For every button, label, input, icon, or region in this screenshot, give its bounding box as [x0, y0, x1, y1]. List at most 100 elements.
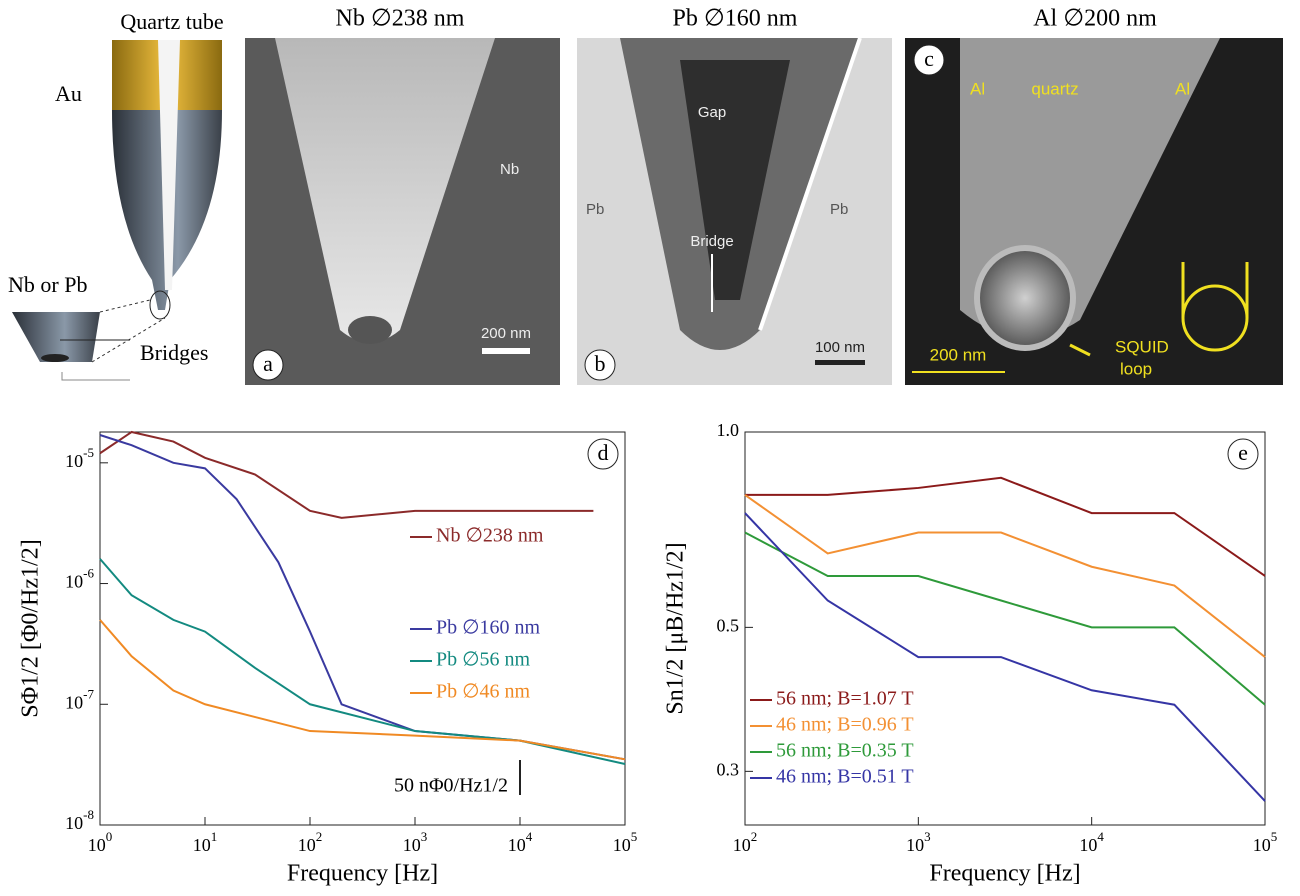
legend-label: 56 nm; B=0.35 T — [776, 740, 914, 762]
panel-letter: e — [1238, 440, 1248, 465]
tick-base: 1.0 — [717, 420, 740, 440]
tick-power: 5 — [631, 829, 638, 844]
label: Pb — [830, 201, 848, 218]
annotation: 50 nΦ0/Hz1/2 — [394, 775, 508, 797]
label: SQUID — [1115, 337, 1169, 356]
tick-base: 10 — [88, 835, 106, 855]
scale-label: 200 nm — [930, 345, 987, 364]
x-tick-label: 101 — [193, 829, 218, 855]
label: Al — [1175, 79, 1190, 98]
series-line — [745, 476, 1266, 577]
panel-c: Al ∅200 nm Al quartz Al SQUID loop 200 n… — [905, 6, 1283, 385]
series-line — [99, 558, 626, 765]
series-line — [744, 494, 1266, 658]
y-tick-label: 10-5 — [65, 445, 94, 471]
label: Bridge — [690, 233, 733, 250]
tick-base: 10 — [1253, 835, 1271, 855]
tick-power: 4 — [1097, 829, 1104, 844]
tick-power: 0 — [106, 829, 113, 844]
label: Bridges — [140, 340, 208, 365]
label: Nb or Pb — [8, 272, 87, 297]
tick-base: 10 — [298, 835, 316, 855]
label: Gap — [698, 104, 726, 121]
tick-power: 5 — [1271, 829, 1278, 844]
legend-label: 46 nm; B=0.51 T — [776, 766, 914, 788]
tick-base: 10 — [403, 835, 421, 855]
y-tick-label: 1.0 — [717, 420, 740, 440]
label: Pb — [586, 201, 604, 218]
tick-base: 10 — [65, 692, 83, 712]
x-tick-label: 100 — [88, 829, 113, 855]
label: Au — [55, 81, 82, 106]
series-line — [99, 619, 626, 761]
legend-label: Pb ∅46 nm — [436, 681, 531, 703]
series-line — [744, 531, 1266, 706]
panel-badge — [587, 438, 619, 470]
x-tick-label: 103 — [906, 829, 931, 855]
tick-base: 10 — [508, 835, 526, 855]
tick-base: 10 — [906, 835, 924, 855]
tick-power: 2 — [751, 829, 758, 844]
tick-base: 10 — [733, 835, 751, 855]
label: Nb — [500, 161, 519, 178]
y-tick-label: 10-6 — [65, 566, 94, 592]
panel-badge — [1227, 438, 1259, 470]
tick-power: -5 — [83, 445, 94, 460]
series-line — [744, 512, 1266, 802]
label: Al — [970, 79, 985, 98]
y-axis-label: Sn1/2 [μB/Hz1/2] — [663, 542, 689, 714]
legend-label: Pb ∅160 nm — [436, 617, 541, 639]
x-axis-label: Frequency [Hz] — [287, 861, 438, 887]
panel-letter: c — [924, 46, 934, 71]
x-tick-label: 102 — [733, 829, 758, 855]
tick-base: 10 — [65, 813, 83, 833]
x-tick-label: 103 — [403, 829, 428, 855]
tick-base: 10 — [1079, 835, 1097, 855]
panel-letter: d — [598, 440, 609, 465]
tick-base: 10 — [65, 451, 83, 471]
scale-label: 200 nm — [481, 325, 531, 342]
x-axis-label: Frequency [Hz] — [929, 861, 1080, 887]
y-axis-label: SΦ1/2 [Φ0/Hz1/2] — [18, 539, 44, 717]
series-line — [99, 430, 594, 519]
panel-a: Nb ∅238 nm Nb 200 nm a — [245, 6, 560, 385]
y-tick-label: 10-7 — [65, 686, 94, 712]
tick-base: 10 — [193, 835, 211, 855]
y-tick-label: 0.3 — [717, 759, 740, 779]
y-tick-label: 10-8 — [65, 807, 94, 833]
tick-power: -7 — [83, 686, 94, 701]
plot-frame — [99, 431, 626, 826]
tick-power: 3 — [421, 829, 428, 844]
tick-power: 2 — [316, 829, 323, 844]
x-tick-label: 105 — [613, 829, 638, 855]
panel-letter: a — [263, 351, 273, 376]
tick-power: 1 — [211, 829, 218, 844]
tick-base: 10 — [65, 572, 83, 592]
label: Quartz tube — [120, 9, 223, 34]
x-tick-label: 104 — [1079, 829, 1104, 855]
label: quartz — [1031, 79, 1078, 98]
tick-power: 4 — [526, 829, 533, 844]
legend-label: 46 nm; B=0.96 T — [776, 714, 914, 736]
plot-frame — [744, 431, 1266, 826]
label: loop — [1120, 359, 1152, 378]
panel-b: Pb ∅160 nm Gap Bridge Pb Pb 100 nm b — [577, 6, 892, 385]
x-tick-label: 105 — [1253, 829, 1278, 855]
panel-title: Nb ∅238 nm — [336, 6, 465, 32]
x-tick-label: 104 — [508, 829, 533, 855]
panel-title: Al ∅200 nm — [1033, 6, 1157, 32]
legend-label: Pb ∅56 nm — [436, 649, 531, 671]
tick-base: 10 — [613, 835, 631, 855]
legend-label: Nb ∅238 nm — [436, 525, 544, 547]
tick-power: -6 — [83, 566, 94, 581]
x-tick-label: 102 — [298, 829, 323, 855]
series-line — [99, 434, 626, 761]
y-tick-label: 0.5 — [717, 615, 740, 635]
panel-letter: b — [595, 351, 606, 376]
schematic: Quartz tube Au Nb or Pb Bridges — [8, 9, 224, 381]
tick-power: -8 — [83, 807, 94, 822]
tick-power: 3 — [924, 829, 931, 844]
legend-label: 56 nm; B=1.07 T — [776, 688, 914, 710]
panel-title: Pb ∅160 nm — [673, 6, 798, 32]
